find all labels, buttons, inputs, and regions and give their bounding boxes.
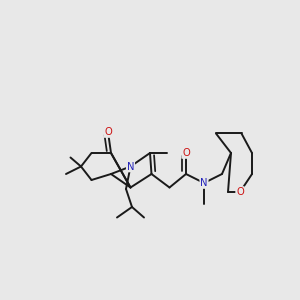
- Text: O: O: [182, 148, 190, 158]
- Text: O: O: [104, 127, 112, 137]
- Text: N: N: [200, 178, 208, 188]
- Text: O: O: [236, 187, 244, 197]
- Text: N: N: [127, 161, 134, 172]
